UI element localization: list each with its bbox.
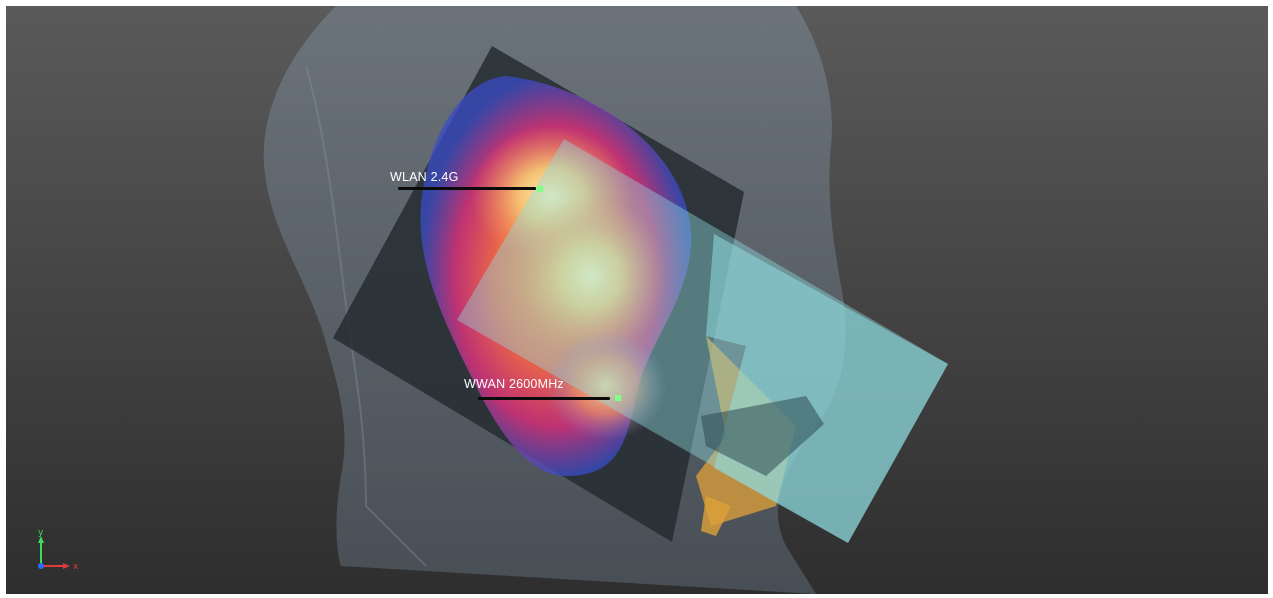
x-axis-label: x <box>73 562 79 572</box>
3d-viewport[interactable]: WLAN 2.4G WWAN 2600MHz y x <box>6 6 1268 594</box>
z-axis-dot <box>38 563 44 569</box>
probe-marker-wwan[interactable] <box>615 395 621 401</box>
probe-leader-wwan <box>478 397 610 400</box>
y-axis-label: y <box>38 528 44 538</box>
sar-heatmap <box>420 76 692 476</box>
probe-leader-wlan <box>398 187 536 190</box>
head-inner-face <box>305 65 427 567</box>
component-small <box>701 496 731 536</box>
probe-label-wwan: WWAN 2600MHz <box>464 377 564 391</box>
axis-triad: y x <box>38 528 79 572</box>
sar-scene <box>263 6 948 594</box>
display-shadow <box>701 396 824 476</box>
probe-label-wlan: WLAN 2.4G <box>390 170 459 184</box>
probe-marker-wlan[interactable] <box>537 186 543 192</box>
